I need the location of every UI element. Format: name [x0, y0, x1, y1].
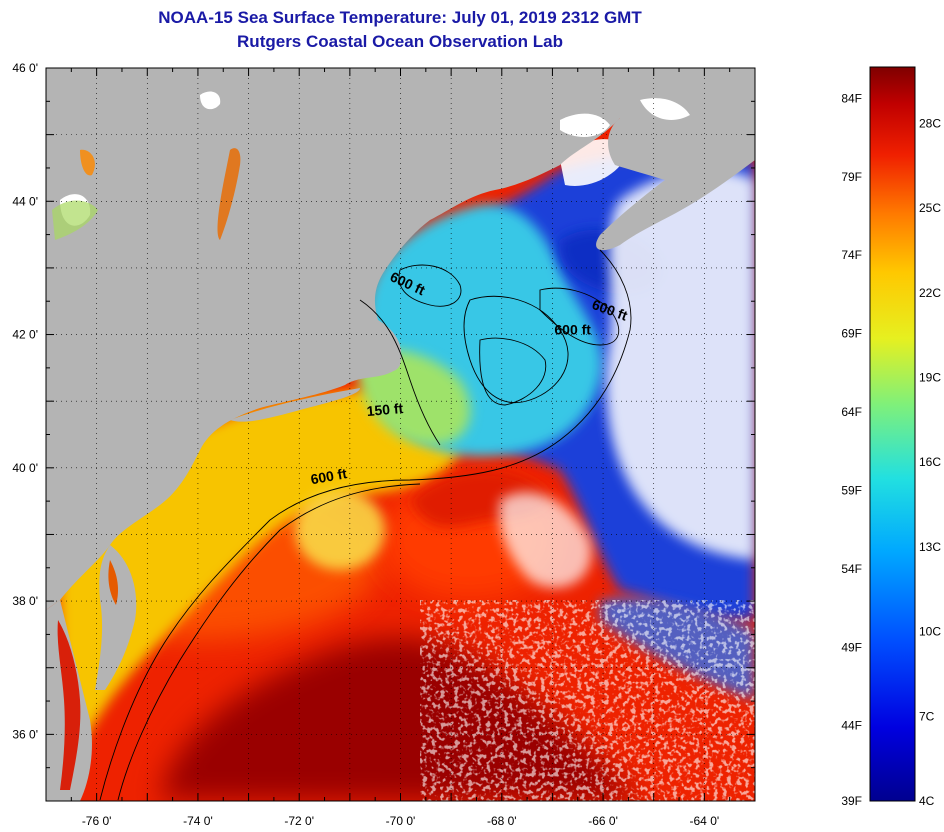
latitude-tick-labels: 46 0' 44 0' 42 0' 40 0' 38 0' 36 0': [12, 61, 38, 741]
colorbar-fahrenheit-label: 54F: [841, 562, 862, 576]
lon-tick-label: -68 0': [487, 814, 517, 828]
colorbar-gradient: [869, 66, 916, 802]
cloud-cover: [499, 139, 755, 588]
colorbar-celsius-label: 7C: [919, 709, 935, 723]
map-title: NOAA-15 Sea Surface Temperature: July 01…: [158, 8, 642, 27]
colorbar-celsius-label: 10C: [919, 625, 941, 639]
colorbar-fahrenheit-labels: 84F 79F 74F 69F 64F 59F 54F 49F 44F 39F: [841, 91, 862, 808]
colorbar-fahrenheit-label: 49F: [841, 640, 862, 654]
colorbar: 84F 79F 74F 69F 64F 59F 54F 49F 44F 39F 28C 25C 22C…: [841, 66, 941, 808]
colorbar-celsius-label: 28C: [919, 116, 941, 130]
colorbar-fahrenheit-label: 84F: [841, 91, 862, 105]
colorbar-fahrenheit-label: 69F: [841, 327, 862, 341]
isobath-label: 150 ft: [366, 400, 404, 419]
colorbar-celsius-labels: 28C 25C 22C 19C 16C 13C 10C 7C 4C: [919, 116, 941, 808]
colorbar-celsius-label: 13C: [919, 540, 941, 554]
lon-tick-label: -72 0': [284, 814, 314, 828]
lat-tick-label: 44 0': [12, 194, 38, 208]
colorbar-fahrenheit-label: 44F: [841, 719, 862, 733]
sst-field: [46, 68, 755, 801]
graticule-grid: [46, 68, 755, 801]
lon-tick-label: -64 0': [690, 814, 720, 828]
lat-tick-label: 38 0': [12, 594, 38, 608]
lat-tick-label: 40 0': [12, 461, 38, 475]
colorbar-fahrenheit-label: 64F: [841, 405, 862, 419]
colorbar-celsius-label: 19C: [919, 371, 941, 385]
colorbar-fahrenheit-label: 39F: [841, 794, 862, 808]
isobath-contours: [99, 249, 632, 801]
cape-cod: [375, 320, 402, 372]
colorbar-celsius-label: 22C: [919, 286, 941, 300]
isobath-label: 600 ft: [554, 322, 591, 338]
lat-tick-label: 46 0': [12, 61, 38, 75]
lon-tick-label: -66 0': [588, 814, 618, 828]
lat-tick-label: 36 0': [12, 727, 38, 741]
delaware-bay: [108, 560, 118, 605]
lon-tick-label: -70 0': [386, 814, 416, 828]
colorbar-celsius-label: 4C: [919, 794, 935, 808]
colorbar-fahrenheit-label: 79F: [841, 170, 862, 184]
lon-tick-label: -74 0': [183, 814, 213, 828]
nova-scotia: [596, 95, 755, 251]
axis-ticks: [45, 67, 756, 802]
chesapeake-bay: [57, 620, 81, 790]
colorbar-celsius-label: 25C: [919, 201, 941, 215]
lat-tick-label: 42 0': [12, 328, 38, 342]
longitude-tick-labels: -76 0' -74 0' -72 0' -70 0' -68 0' -66 0' -64 …: [82, 814, 719, 828]
colorbar-fahrenheit-label: 74F: [841, 248, 862, 262]
lon-tick-label: -76 0': [82, 814, 112, 828]
colorbar-fahrenheit-label: 59F: [841, 483, 862, 497]
colorbar-celsius-label: 16C: [919, 455, 941, 469]
map-subtitle: Rutgers Coastal Ocean Observation Lab: [237, 32, 563, 51]
delmarva-peninsula: [95, 545, 137, 690]
long-island: [230, 388, 360, 422]
isobath-label: 600 ft: [309, 465, 348, 487]
